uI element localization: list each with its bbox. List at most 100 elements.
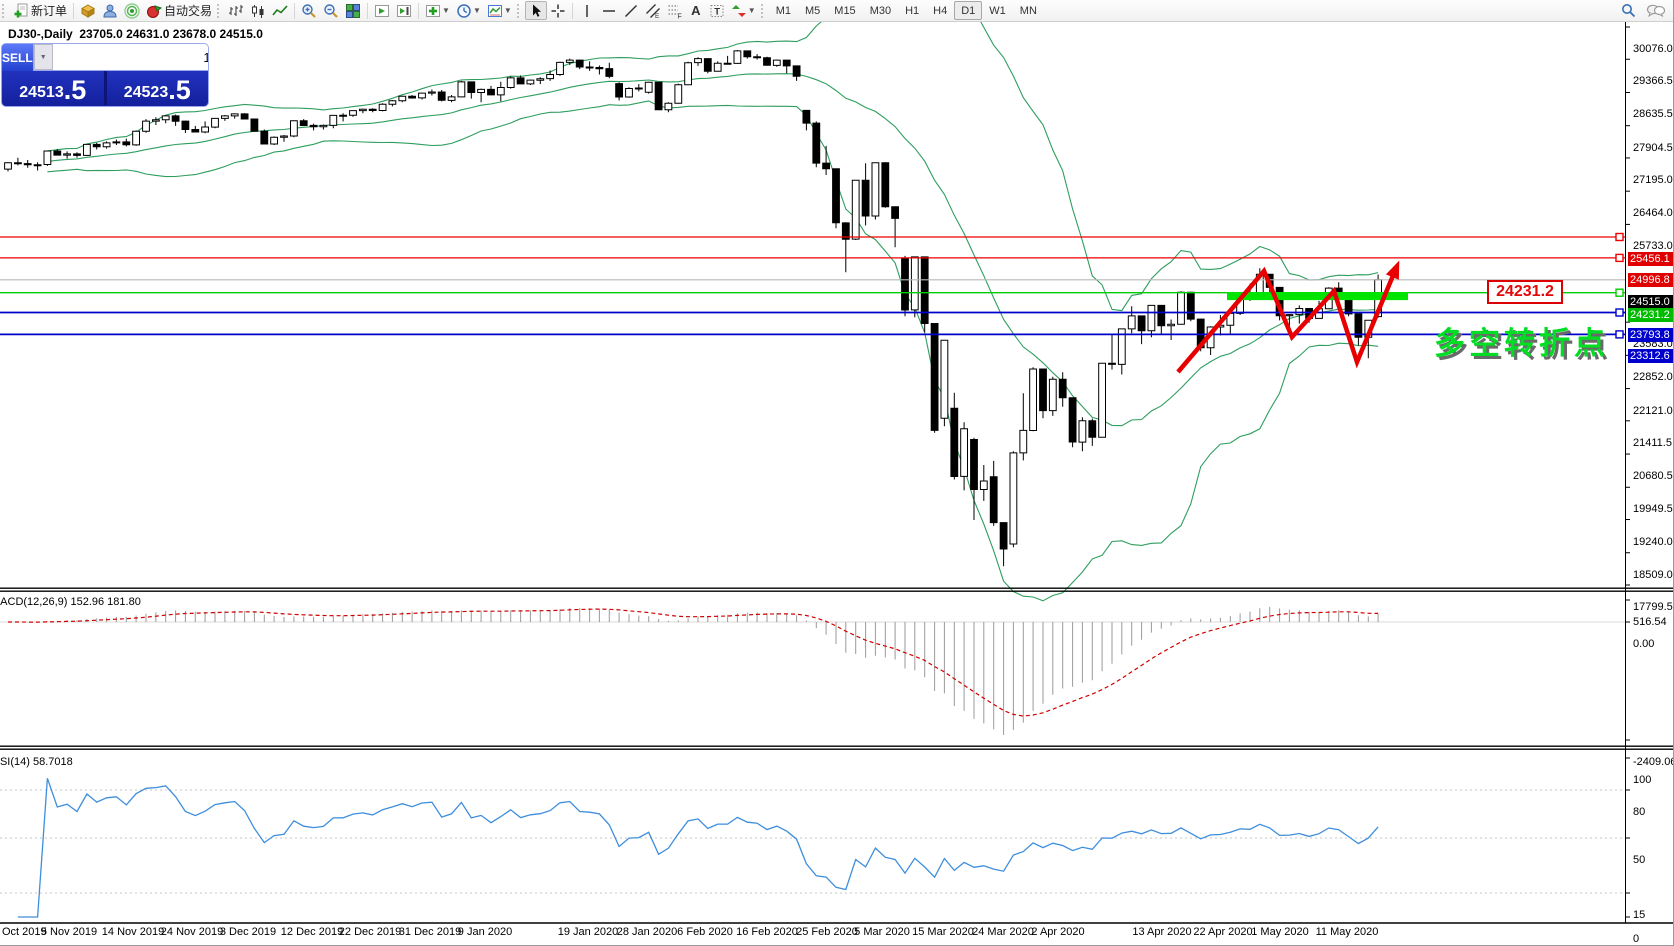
- line-chart-button[interactable]: [269, 1, 291, 20]
- crosshair-tool-button[interactable]: [547, 1, 569, 20]
- toolbar-right: [1621, 0, 1666, 21]
- volume-input[interactable]: [52, 44, 208, 70]
- price-axis-tick: 26464.0: [1633, 207, 1673, 219]
- auto-trading-button[interactable]: 自动交易: [143, 1, 215, 20]
- timeframe-button-MN[interactable]: MN: [1019, 4, 1037, 17]
- date-axis-label: 6 Feb 2020: [677, 926, 733, 938]
- price-axis-tick: 27195.0: [1633, 174, 1673, 186]
- toolbar-grip: [516, 3, 523, 18]
- volume-decrease-button[interactable]: ▼: [33, 44, 53, 70]
- price-axis-tick: 21411.5: [1633, 437, 1672, 449]
- buy-price-pips: .5: [168, 75, 191, 105]
- date-axis-label: 1 May 2020: [1251, 926, 1309, 938]
- tile-windows-icon: [346, 3, 361, 18]
- indicators-icon: [426, 4, 441, 17]
- new-order-icon: [14, 3, 28, 17]
- zoom-out-button[interactable]: [320, 1, 342, 20]
- text-label-tool-button[interactable]: T: [706, 1, 728, 20]
- horizontal-line-tool-button[interactable]: [598, 1, 620, 20]
- timeframe-button-W1[interactable]: W1: [989, 4, 1006, 17]
- timeframe-button-H1[interactable]: H1: [905, 4, 920, 17]
- template-icon: [487, 4, 502, 17]
- svg-text:T: T: [714, 6, 720, 17]
- date-axis-label: 31 Dec 2019: [398, 926, 462, 938]
- date-axis-label: 11 May 2020: [1315, 926, 1379, 938]
- arrows-tool-button[interactable]: ▼: [728, 1, 759, 20]
- price-axis-tick: 25733.0: [1633, 240, 1673, 252]
- signals-button[interactable]: [121, 1, 143, 20]
- rsi-axis-tick: 0: [1633, 933, 1640, 945]
- rsi-axis-tick: 100: [1633, 774, 1652, 786]
- price-callout-box[interactable]: 24231.2: [1487, 280, 1563, 304]
- price-line-label: 23793.8: [1628, 328, 1674, 342]
- date-axis-label: 24 Mar 2020: [972, 926, 1034, 938]
- navigator-icon: [103, 4, 117, 17]
- price-axis-tick: 18509.0: [1633, 569, 1673, 581]
- toolbar-grip: [217, 3, 223, 18]
- data-window-button[interactable]: [77, 1, 99, 20]
- timeframe-button-M1[interactable]: M1: [775, 4, 791, 17]
- periods-button[interactable]: ▼: [453, 1, 484, 20]
- timeframe-button-M30[interactable]: M30: [869, 4, 892, 17]
- indicators-button[interactable]: ▼: [422, 1, 453, 20]
- navigator-button[interactable]: [99, 1, 121, 20]
- line-chart-icon: [272, 4, 288, 15]
- date-axis-label: 13 Apr 2020: [1132, 926, 1192, 938]
- signals-icon: [124, 2, 140, 19]
- auto-scroll-button[interactable]: [371, 1, 393, 20]
- price-axis-tick: 30076.0: [1633, 43, 1673, 55]
- chat-icon[interactable]: [1646, 3, 1666, 18]
- timeframe-button-M5[interactable]: M5: [805, 4, 821, 17]
- chevron-down-icon: ▼: [747, 6, 756, 15]
- toolbar-separator: [73, 2, 75, 19]
- svg-text:E: E: [655, 13, 660, 19]
- timeframe-button-M15[interactable]: M15: [834, 4, 856, 17]
- crosshair-icon: [551, 4, 565, 17]
- date-axis-label: Oct 2019: [2, 926, 47, 938]
- chart-shift-button[interactable]: [393, 1, 415, 20]
- price-chart[interactable]: DJ30-,Daily 23705.0 24631.0 23678.0 2451…: [0, 22, 1674, 946]
- rsi-label: RSI(14) 58.7018: [0, 756, 73, 768]
- search-icon[interactable]: [1621, 3, 1636, 18]
- chart-title: DJ30-,Daily 23705.0 24631.0 23678.0 2451…: [8, 27, 263, 41]
- macd-axis-tick: 516.54: [1633, 616, 1667, 628]
- new-order-button[interactable]: 新订单: [10, 1, 70, 20]
- auto-trading-label: 自动交易: [164, 4, 213, 18]
- price-axis-tick: 29366.5: [1633, 75, 1673, 87]
- text-tool-button[interactable]: A: [691, 3, 701, 18]
- price-axis-tick: 20680.5: [1633, 470, 1673, 482]
- vertical-line-tool-button[interactable]: [576, 1, 598, 20]
- price-axis-tick: 22121.0: [1633, 405, 1673, 417]
- macd-axis-tick: -2409.06: [1633, 756, 1674, 768]
- auto-trading-icon: [147, 4, 163, 18]
- trendline-tool-button[interactable]: [620, 1, 642, 20]
- price-axis-tick: 19949.5: [1633, 503, 1673, 515]
- candlestick-chart-button[interactable]: [247, 1, 269, 20]
- sell-button[interactable]: SELL: [2, 44, 33, 71]
- date-axis-label: 9 Jan 2020: [457, 926, 513, 938]
- sell-price[interactable]: 24513.5: [2, 71, 107, 105]
- buy-price[interactable]: 24523.5: [107, 71, 209, 105]
- date-axis-label: 5 Mar 2020: [854, 926, 910, 938]
- tile-windows-button[interactable]: [342, 1, 364, 20]
- toolbar-grip: [2, 3, 8, 18]
- date-axis-label: 22 Apr 2020: [1193, 926, 1253, 938]
- gold-cube-icon: [81, 3, 96, 18]
- price-axis-tick: 22852.0: [1633, 371, 1673, 383]
- chart-canvas: [0, 22, 1674, 924]
- fibonacci-tool-button[interactable]: F: [664, 1, 686, 20]
- channel-tool-button[interactable]: E: [642, 1, 664, 20]
- templates-button[interactable]: ▼: [484, 1, 515, 20]
- bar-chart-button[interactable]: [225, 1, 247, 20]
- zoom-in-button[interactable]: [298, 1, 320, 20]
- turning-point-text[interactable]: 多空转折点: [1434, 326, 1609, 362]
- timeframe-button-D1[interactable]: D1: [954, 1, 983, 20]
- date-axis-label: 14 Nov 2019: [101, 926, 165, 938]
- horizontal-line-icon: [602, 9, 615, 12]
- toolbar-separator: [367, 2, 369, 19]
- volume-box: ▼ ▲: [32, 44, 208, 71]
- date-axis-label: 28 Jan 2020: [616, 926, 678, 938]
- timeframe-button-H4[interactable]: H4: [933, 4, 948, 17]
- arrow-shapes-icon: [731, 4, 746, 17]
- cursor-tool-button[interactable]: [524, 1, 547, 20]
